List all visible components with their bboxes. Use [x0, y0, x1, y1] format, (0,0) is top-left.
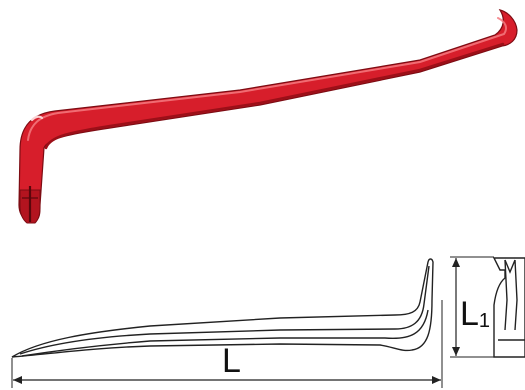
side-view-inner-line-2	[21, 309, 429, 357]
end-view-slot-left	[504, 259, 508, 331]
height-label-subscript: 1	[479, 310, 490, 332]
height-label: L1	[460, 295, 490, 333]
bar-end-view	[492, 257, 525, 358]
side-view-inner-line	[19, 265, 430, 355]
red-wrecking-bar	[18, 9, 518, 224]
bar-highlight	[27, 17, 507, 141]
bar-body	[18, 9, 518, 223]
end-view-outline	[492, 257, 525, 358]
dimension-height: L1	[450, 256, 494, 358]
bend-highlight	[30, 115, 44, 122]
side-view-outline	[11, 258, 434, 358]
length-label: L	[222, 342, 241, 380]
height-label-letter: L	[460, 295, 479, 333]
bar-side-view	[11, 258, 434, 358]
dimension-length: L	[11, 300, 443, 388]
end-view-slot-right	[514, 259, 518, 331]
end-view-notch	[504, 259, 516, 274]
bar-shadow	[44, 42, 505, 150]
